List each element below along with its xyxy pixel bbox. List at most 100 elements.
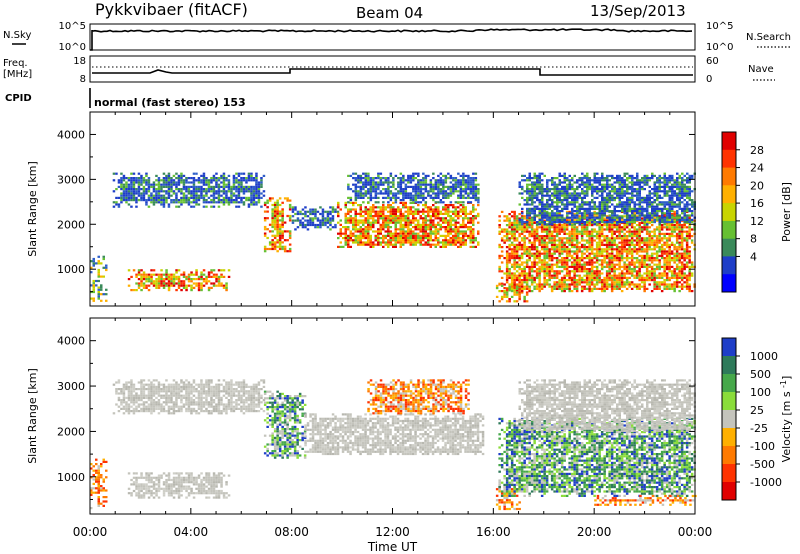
colorbar-tick-label: 12	[750, 215, 764, 228]
colorbar-tick-label: 25	[750, 404, 764, 417]
velocity-region	[90, 458, 108, 510]
cpid-value: normal (fast stereo) 153	[94, 96, 246, 109]
y-tick-label: 2000	[57, 218, 85, 231]
x-tick-label: 16:00	[476, 525, 511, 539]
power-colorbar-swatch	[722, 256, 736, 275]
power-region	[127, 269, 231, 292]
colorbar-tick-label: -25	[750, 422, 768, 435]
beam-label: Beam 04	[356, 4, 423, 22]
nsky-tick-top: 10^5	[59, 21, 86, 32]
colorbar-tick-label: 500	[750, 368, 771, 381]
nsky-label: N.Sky	[3, 30, 31, 41]
colorbar-tick-label: 8	[750, 233, 757, 246]
date-label: 13/Sep/2013	[590, 2, 686, 20]
nave-label: Nave	[748, 64, 774, 75]
velocity-colorbar-swatch	[722, 446, 736, 465]
velocity-colorbar-swatch	[722, 464, 736, 483]
nsearch-tick-bottom: 10^0	[706, 42, 733, 53]
power-region	[347, 172, 480, 204]
colorbar-label: Power [dB]	[780, 182, 793, 242]
velocity-colorbar-frame	[721, 337, 737, 501]
power-region	[291, 206, 340, 231]
velocity-colorbar-swatch	[722, 392, 736, 411]
colorbar-label: Velocity [m s -1]	[779, 376, 793, 463]
colorbar-tick-label: -500	[750, 458, 775, 471]
velocity-region	[304, 413, 485, 456]
power-colorbar-swatch	[722, 274, 736, 293]
x-tick-label: 00:00	[678, 525, 713, 539]
freq-unit-label: [MHz]	[3, 69, 32, 80]
cpid-label: CPID	[5, 93, 32, 104]
velocity-region	[518, 379, 696, 432]
freq-label: Freq.	[3, 58, 28, 69]
y-axis-label: Slant Range [km]	[26, 368, 39, 464]
velocity-colorbar-swatch	[722, 374, 736, 393]
x-tick-label: 20:00	[577, 525, 612, 539]
power-colorbar-swatch	[722, 238, 736, 257]
power-colorbar-swatch	[722, 185, 736, 204]
y-tick-label: 4000	[57, 128, 85, 141]
x-axis-label: Time UT	[367, 540, 418, 554]
y-axis-label: Slant Range [km]	[26, 161, 39, 257]
velocity-region	[367, 379, 470, 415]
colorbar-label-end: ]	[780, 376, 793, 380]
y-tick-label: 3000	[57, 173, 85, 186]
power-region	[337, 201, 480, 248]
y-tick-label: 3000	[57, 380, 85, 393]
colorbar-tick-label: -100	[750, 440, 775, 453]
nsearch-label: N.Search	[746, 32, 791, 43]
power-region	[90, 255, 108, 302]
freq-tick-bottom: 8	[80, 74, 86, 85]
velocity-region	[263, 390, 307, 459]
colorbar-tick-label: 16	[750, 197, 764, 210]
nsky-panel	[89, 23, 696, 51]
velocity-colorbar-swatch	[722, 338, 736, 357]
velocity-colorbar-swatch	[722, 428, 736, 447]
power-region	[112, 172, 266, 208]
y-tick-label: 2000	[57, 425, 85, 438]
nsearch-tick-top: 10^5	[706, 21, 733, 32]
velocity-region	[112, 379, 266, 415]
x-tick-label: 04:00	[174, 525, 209, 539]
velocity-colorbar-swatch	[722, 356, 736, 375]
nave-tick-bottom: 0	[706, 74, 712, 85]
freq-tick-top: 18	[73, 56, 86, 67]
colorbar-tick-label: 28	[750, 144, 764, 157]
freq-series-line	[92, 68, 693, 76]
power-colorbar-swatch	[722, 220, 736, 240]
nave-tick-top: 60	[706, 56, 719, 67]
y-tick-label: 4000	[57, 335, 85, 348]
power-colorbar-swatch	[722, 149, 736, 169]
velocity-panel: 4000 3000 2000 1000 Slant Range [km] 1000 500 1…	[26, 317, 793, 515]
x-tick-label: 12:00	[375, 525, 410, 539]
nsky-tick-bottom: 10^0	[59, 42, 86, 53]
colorbar-tick-label: -1000	[750, 476, 782, 489]
velocity-region	[127, 472, 231, 499]
colorbar-tick-label: 24	[750, 162, 764, 175]
power-region	[518, 172, 696, 226]
colorbar-label-name: Velocity [m s	[780, 388, 793, 462]
nsky-series-line	[90, 28, 693, 51]
x-tick-label: 08:00	[274, 525, 309, 539]
power-colorbar-swatch	[722, 132, 736, 151]
station-title: Pykkvibaer (fitACF)	[95, 0, 248, 19]
colorbar-tick-label: 1000	[750, 350, 778, 363]
velocity-region	[594, 494, 697, 506]
power-region	[263, 197, 292, 253]
power-colorbar-swatch	[722, 203, 736, 222]
colorbar-tick-label: 100	[750, 386, 771, 399]
velocity-colorbar-swatch	[722, 482, 736, 501]
power-colorbar-swatch	[722, 167, 736, 186]
velocity-colorbar-swatch	[722, 410, 736, 429]
x-tick-label: 00:00	[73, 525, 108, 539]
colorbar-tick-label: 4	[750, 250, 757, 263]
power-panel: 4000 3000 2000 1000 Slant Range [km] 28 24 20 16…	[26, 111, 793, 307]
freq-panel	[89, 55, 696, 83]
y-tick-label: 1000	[57, 263, 85, 276]
power-colorbar-frame	[721, 131, 737, 293]
y-tick-label: 1000	[57, 471, 85, 484]
colorbar-label-sup: -1	[779, 380, 788, 388]
colorbar-tick-label: 20	[750, 179, 764, 192]
